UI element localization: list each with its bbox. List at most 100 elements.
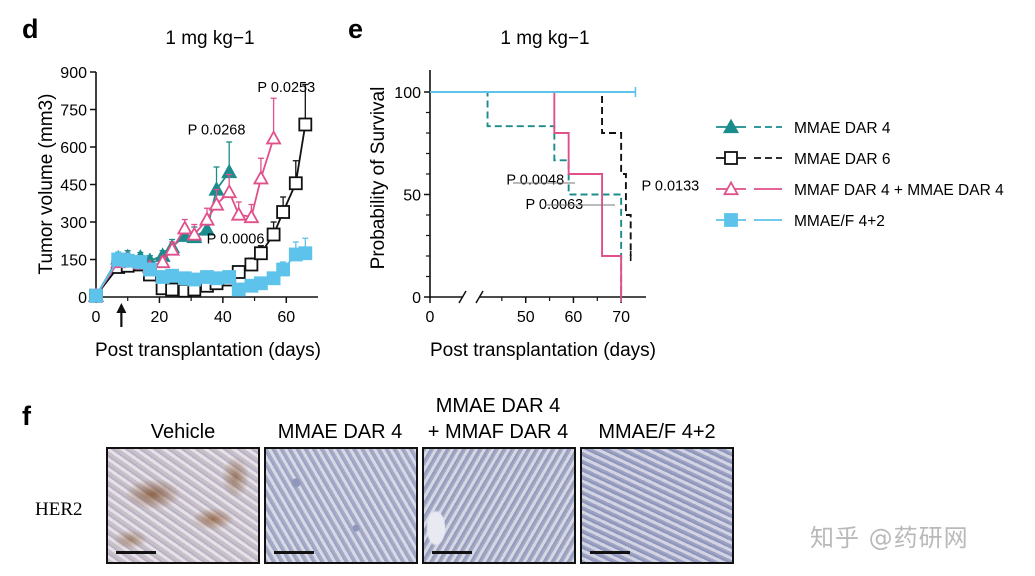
- chart-d-xlabel: Post transplantation (days): [95, 340, 321, 361]
- x-tick-label: 60: [565, 309, 583, 326]
- panel-letter-f: f: [22, 401, 32, 431]
- tumor-volume-chart: 1 mg kg−1 Post transplantation (days) Tu…: [36, 28, 321, 361]
- legend-marker: [722, 118, 740, 134]
- scale-bar: [116, 551, 156, 554]
- legend-item: MMAF DAR 4 + MMAE DAR 4: [716, 180, 1004, 199]
- legend-label: MMAE/F 4+2: [794, 213, 885, 230]
- legend-label: MMAE DAR 4: [794, 120, 891, 137]
- histology-image-vehicle: [106, 447, 260, 564]
- data-point: [276, 205, 291, 219]
- y-tick-label: 300: [60, 215, 87, 232]
- legend-label: MMAE DAR 6: [794, 151, 890, 168]
- data-point: [298, 246, 313, 261]
- legend-item: MMAE/F 4+2: [716, 213, 885, 230]
- p-value-label: P 0.0268: [188, 123, 246, 139]
- x-tick-label: 0: [426, 309, 435, 326]
- histology-title-combo-line1: MMAE DAR 4: [436, 395, 560, 417]
- legend-marker: [724, 213, 738, 227]
- data-point: [186, 226, 203, 241]
- panel-letter-d: d: [22, 14, 39, 44]
- p-value-label: P 0.0048: [506, 172, 564, 188]
- scale-bar: [432, 551, 472, 554]
- data-point: [198, 221, 216, 236]
- x-tick-label: 40: [214, 309, 232, 326]
- data-point: [221, 183, 238, 199]
- x-tick-label: 60: [277, 309, 295, 326]
- axis-break-mark: [475, 290, 484, 304]
- data-point: [143, 262, 157, 277]
- x-tick-label: 0: [92, 309, 101, 326]
- y-tick-label: 450: [60, 178, 87, 195]
- chart-d-annotations: P 0.0268 P 0.0253 P 0.0006: [188, 80, 316, 247]
- y-tick-label: 0: [78, 290, 87, 307]
- chart-e-title: 1 mg kg−1: [500, 28, 589, 49]
- histology-title-vehicle: Vehicle: [151, 421, 216, 443]
- data-point: [154, 253, 171, 269]
- y-tick-label: 900: [60, 65, 87, 82]
- legend-item: MMAE DAR 6: [716, 151, 890, 168]
- scale-bar: [274, 551, 314, 554]
- chart-e-xlabel: Post transplantation (days): [430, 340, 656, 361]
- survival-chart: 1 mg kg−1 Post transplantation (days) Pr…: [368, 28, 699, 361]
- chart-e-axes: 0 50 100 0 50 60 70: [394, 70, 646, 326]
- survival-curve-mmaf-dar-4-mmae-dar-4: [430, 91, 623, 297]
- y-tick-label: 0: [412, 290, 421, 307]
- data-point: [243, 208, 260, 224]
- histology-title-mmaef: MMAE/F 4+2: [598, 421, 715, 443]
- histology-stain-label: HER2: [35, 499, 83, 520]
- data-point: [266, 227, 281, 242]
- y-tick-label: 50: [403, 188, 421, 205]
- y-tick-label: 600: [60, 140, 87, 157]
- p-value-label: P 0.0133: [641, 178, 699, 194]
- p-value-label: P 0.0006: [207, 231, 265, 247]
- histology-image-mmae-dar4: [264, 447, 418, 564]
- data-point: [254, 276, 268, 291]
- data-point: [198, 211, 216, 226]
- data-point: [164, 241, 181, 256]
- legend: MMAE DAR 4 MMAE DAR 6 MMAF DAR 4 + MMAE DA…: [716, 118, 1004, 230]
- data-point: [288, 176, 303, 191]
- data-point: [208, 196, 225, 211]
- survival-curve-mmae-dar-6: [430, 91, 632, 256]
- data-point: [120, 253, 135, 268]
- data-point: [222, 270, 237, 284]
- chart-e-ylabel: Probability of Survival: [368, 87, 389, 270]
- chart-d-ylabel: Tumor volume (mm3): [36, 94, 57, 275]
- data-point: [231, 282, 246, 297]
- data-point: [187, 272, 202, 287]
- data-point: [244, 257, 259, 272]
- legend-marker: [724, 151, 738, 165]
- x-tick-label: 50: [517, 309, 535, 326]
- scale-bar: [590, 551, 630, 554]
- data-point: [209, 271, 224, 286]
- y-tick-label: 100: [394, 85, 421, 102]
- histology-title-mmae-dar4: MMAE DAR 4: [278, 421, 402, 443]
- x-tick-label: 70: [612, 309, 630, 326]
- data-point: [298, 117, 313, 132]
- data-point: [165, 268, 180, 283]
- chart-d-series: [87, 83, 313, 303]
- dosing-arrow-head: [116, 303, 127, 313]
- histology-image-combo: [422, 447, 576, 564]
- panel-letter-e: e: [348, 14, 363, 44]
- data-point: [252, 169, 269, 185]
- p-value-label: P 0.0253: [257, 80, 315, 96]
- survival-curve-mmae-dar-4: [430, 91, 623, 297]
- series-mmae-f-4-2: [89, 237, 313, 303]
- y-tick-label: 750: [60, 103, 87, 120]
- histology-image-mmaef: [580, 447, 734, 564]
- histology-title-combo-line2: + MMAF DAR 4: [428, 421, 569, 443]
- chart-d-axes: 0 150 300 450 600 750 900 0 20 40 60: [60, 65, 318, 327]
- watermark: 知乎 @药研网: [810, 524, 969, 552]
- data-point: [165, 282, 180, 297]
- data-point: [230, 206, 247, 221]
- chart-d-title: 1 mg kg−1: [165, 28, 254, 49]
- axis-break-mark: [458, 290, 467, 304]
- data-point: [176, 219, 193, 235]
- legend-marker: [722, 180, 740, 196]
- data-point: [89, 288, 103, 303]
- y-tick-label: 150: [60, 253, 87, 270]
- legend-label: MMAF DAR 4 + MMAE DAR 4: [794, 182, 1004, 199]
- data-point: [254, 246, 268, 261]
